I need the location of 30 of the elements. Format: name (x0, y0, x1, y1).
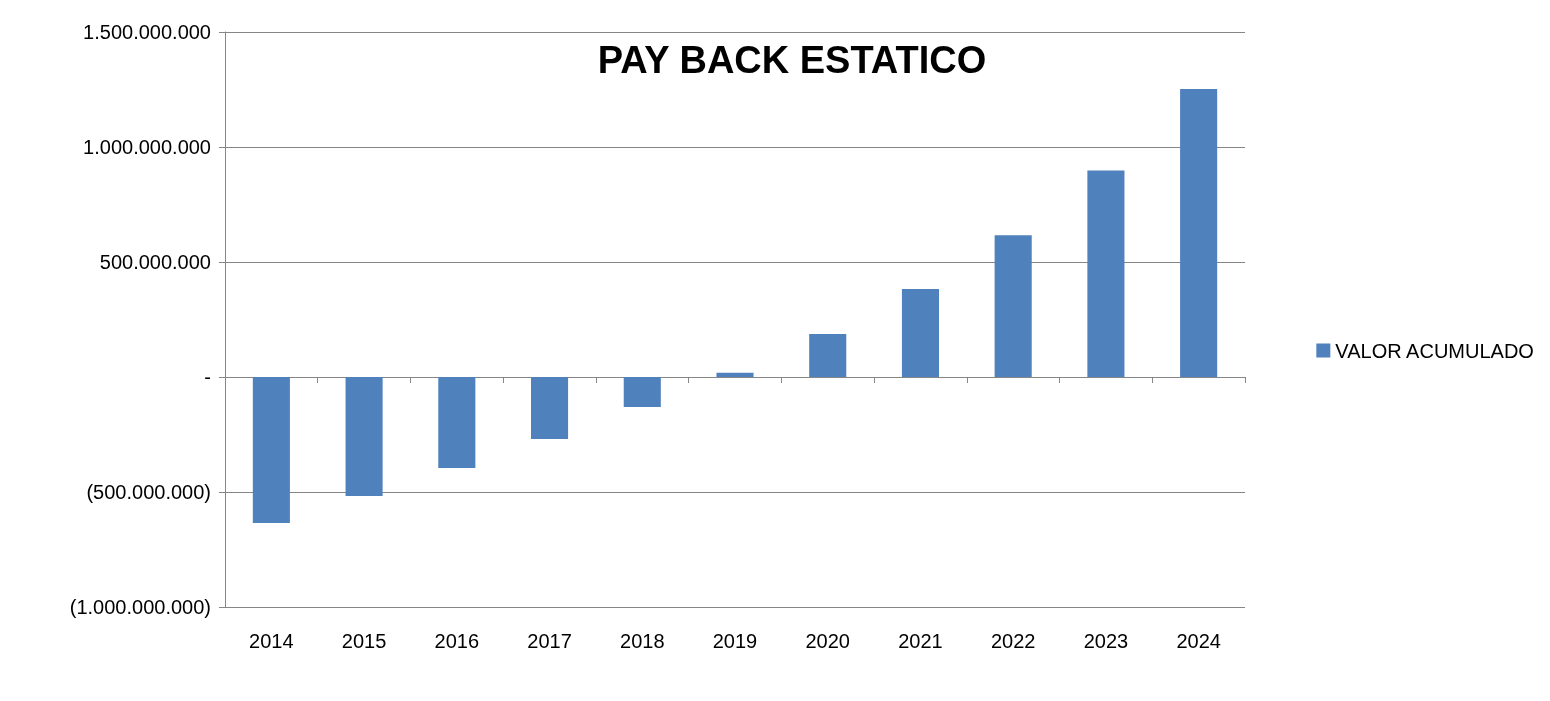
x-tick-label: 2016 (434, 630, 480, 652)
x-tick-label: 2019 (712, 630, 758, 652)
x-tick-label: 2021 (898, 630, 943, 652)
y-tick-label: 500.000.000 (99, 251, 211, 273)
bar (345, 377, 383, 496)
y-tick-label: 1.000.000.000 (83, 136, 211, 158)
bar (901, 288, 939, 377)
legend-label: VALOR ACUMULADO (1335, 339, 1534, 362)
bar (716, 372, 754, 377)
y-tick-label: (500.000.000) (86, 481, 211, 503)
bar (438, 377, 476, 469)
bar (623, 377, 661, 407)
bar (531, 377, 569, 440)
y-tick-label: - (204, 366, 211, 388)
bar (252, 377, 290, 524)
chart-title: PAY BACK ESTATICO (597, 39, 987, 81)
y-tick-label: (1.000.000.000) (69, 596, 211, 618)
x-tick-label: 2014 (249, 630, 294, 652)
y-tick-label: 1.500.000.000 (83, 21, 211, 43)
bar (1087, 170, 1125, 377)
x-tick-label: 2020 (805, 630, 850, 652)
bar (1180, 89, 1218, 377)
x-tick-label: 2015 (341, 630, 387, 652)
x-tick-label: 2023 (1083, 630, 1129, 652)
bar (994, 235, 1032, 377)
bar (809, 333, 847, 377)
x-tick-label: 2024 (1176, 630, 1221, 652)
x-tick-label: 2022 (990, 630, 1036, 652)
x-tick-label: 2017 (527, 630, 572, 652)
x-tick-label: 2018 (620, 630, 665, 652)
